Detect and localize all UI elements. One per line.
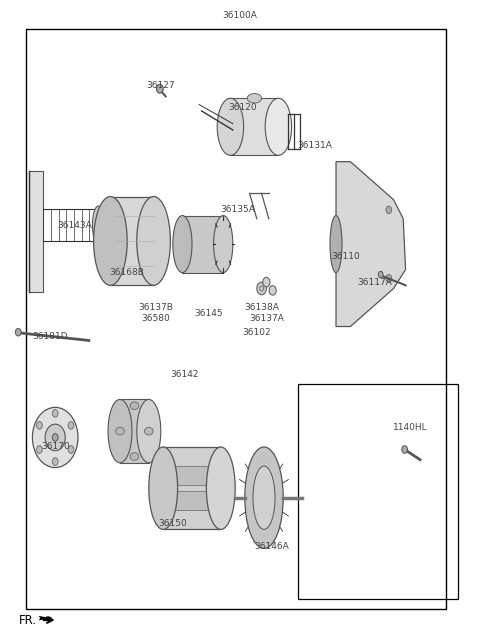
Ellipse shape <box>173 216 192 273</box>
Ellipse shape <box>402 446 408 453</box>
Ellipse shape <box>108 399 132 463</box>
Bar <box>298 384 458 599</box>
Bar <box>230 98 278 155</box>
Ellipse shape <box>68 446 74 453</box>
Bar <box>163 447 221 529</box>
Text: 36100A: 36100A <box>223 11 257 20</box>
Ellipse shape <box>92 206 105 244</box>
Ellipse shape <box>386 206 392 214</box>
Text: 36117A: 36117A <box>357 278 392 287</box>
Bar <box>26 29 446 609</box>
Text: 36150: 36150 <box>158 519 187 527</box>
Ellipse shape <box>94 197 127 285</box>
Text: 36142: 36142 <box>170 370 199 378</box>
Ellipse shape <box>52 410 58 417</box>
Text: 36110: 36110 <box>331 252 360 261</box>
Ellipse shape <box>144 427 153 435</box>
Ellipse shape <box>386 275 392 282</box>
Ellipse shape <box>263 278 270 287</box>
Ellipse shape <box>206 447 235 529</box>
Ellipse shape <box>217 98 243 155</box>
Ellipse shape <box>245 447 283 548</box>
Bar <box>173 466 211 485</box>
Bar <box>173 491 211 510</box>
Ellipse shape <box>269 285 276 295</box>
Text: 36138A: 36138A <box>244 303 279 312</box>
Ellipse shape <box>137 399 161 463</box>
Text: 36146A: 36146A <box>254 542 288 551</box>
Ellipse shape <box>33 408 78 468</box>
Ellipse shape <box>130 402 139 410</box>
Bar <box>182 216 223 273</box>
Ellipse shape <box>330 216 342 273</box>
Text: 36102: 36102 <box>242 328 271 337</box>
Polygon shape <box>29 171 43 292</box>
Text: 36170: 36170 <box>41 443 70 451</box>
Polygon shape <box>336 162 406 327</box>
Ellipse shape <box>36 446 42 453</box>
Text: 1140HL: 1140HL <box>393 424 428 432</box>
Text: 36120: 36120 <box>228 103 257 112</box>
Ellipse shape <box>149 447 178 529</box>
Text: 36168B: 36168B <box>110 268 144 277</box>
Text: 36181D: 36181D <box>33 332 68 340</box>
Ellipse shape <box>156 84 163 93</box>
Text: 36137A: 36137A <box>249 314 284 323</box>
Text: 36145: 36145 <box>194 309 223 318</box>
Text: 36580: 36580 <box>142 314 170 323</box>
Text: 36143A: 36143A <box>57 221 92 230</box>
Ellipse shape <box>257 282 266 295</box>
Text: 36127: 36127 <box>146 81 175 90</box>
Ellipse shape <box>137 197 170 285</box>
Ellipse shape <box>265 98 291 155</box>
Ellipse shape <box>253 466 275 529</box>
Ellipse shape <box>247 93 262 103</box>
Ellipse shape <box>378 271 383 278</box>
Text: 36135A: 36135A <box>220 205 255 214</box>
Ellipse shape <box>15 328 21 336</box>
Text: FR.: FR. <box>19 614 37 626</box>
Ellipse shape <box>52 458 58 465</box>
Bar <box>110 197 154 285</box>
Ellipse shape <box>68 422 74 429</box>
Ellipse shape <box>36 422 42 429</box>
Ellipse shape <box>214 216 233 273</box>
Ellipse shape <box>130 453 139 460</box>
Text: 36137B: 36137B <box>139 303 173 312</box>
Bar <box>120 399 149 463</box>
Ellipse shape <box>116 427 124 435</box>
Ellipse shape <box>45 424 65 451</box>
Text: 36131A: 36131A <box>297 141 332 150</box>
Ellipse shape <box>52 434 58 441</box>
